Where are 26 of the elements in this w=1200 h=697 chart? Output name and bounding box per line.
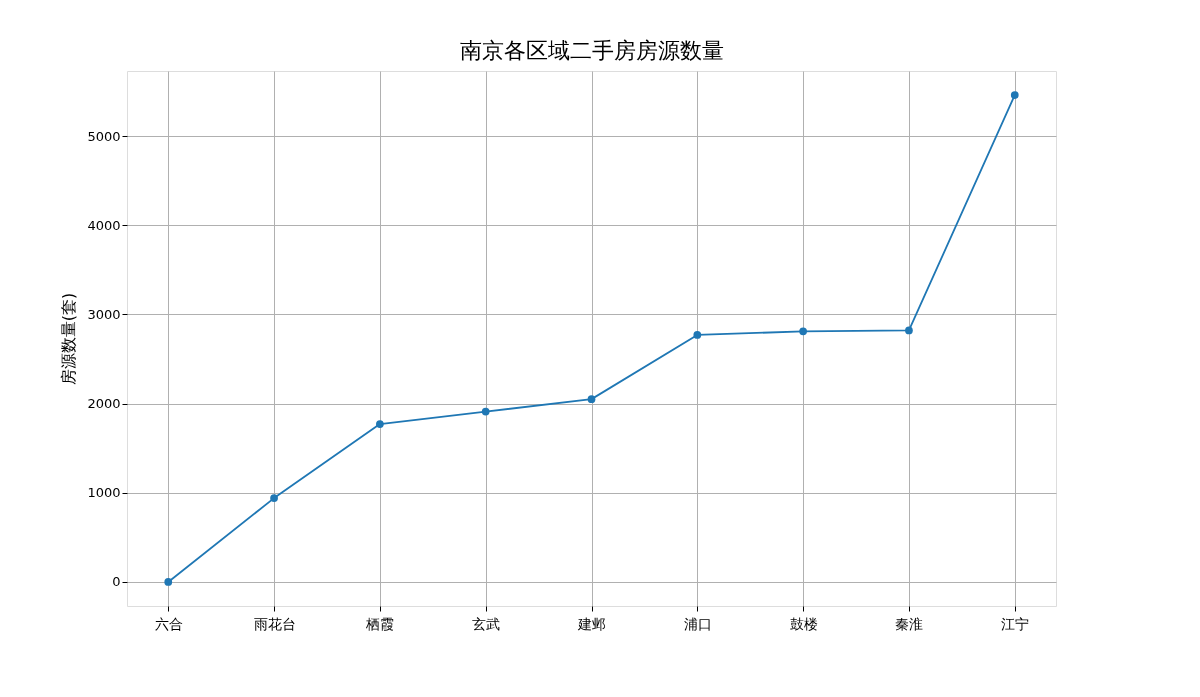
x-tick-label: 江宁 <box>1001 615 1030 632</box>
chart-title: 南京各区域二手房房源数量 <box>459 38 724 63</box>
point <box>270 494 278 502</box>
point <box>1010 91 1019 99</box>
x-tick-label: 六合 <box>154 615 183 632</box>
y-tick-label: 0 <box>112 574 121 590</box>
x-tick-label: 鼓楼 <box>789 615 818 632</box>
point <box>164 578 173 586</box>
y-tick-label: 5000 <box>87 128 121 144</box>
point <box>693 331 702 339</box>
y-tick-label: 4000 <box>87 217 121 233</box>
point <box>587 395 596 403</box>
point <box>799 327 807 336</box>
y-tick-label: 1000 <box>87 485 121 501</box>
y-tick-label: 3000 <box>87 306 121 322</box>
x-tick-label: 雨花台 <box>253 615 296 632</box>
x-tick-label: 浦口 <box>683 615 712 632</box>
point <box>481 407 490 416</box>
point <box>905 326 913 335</box>
x-tick-label: 栖霞 <box>365 615 395 632</box>
x-tick-label: 玄武 <box>472 615 501 632</box>
x-tick-label: 建邺 <box>577 615 606 632</box>
point <box>376 420 384 428</box>
x-tick-label: 秦淮 <box>895 615 924 632</box>
y-axis-title: 房源数量(套) <box>59 292 79 386</box>
y-tick-label: 2000 <box>87 396 121 412</box>
